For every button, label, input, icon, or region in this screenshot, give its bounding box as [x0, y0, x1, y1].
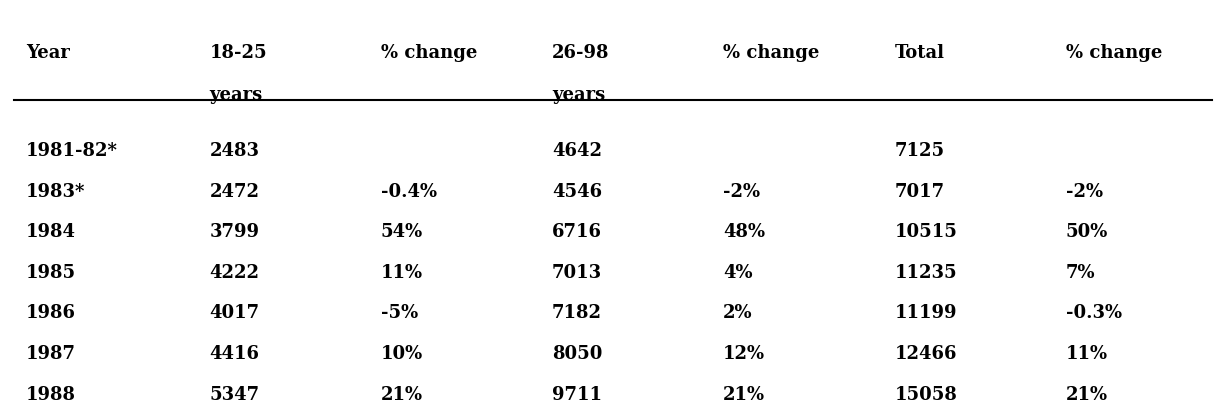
Text: % change: % change	[723, 44, 819, 62]
Text: 4222: 4222	[210, 264, 260, 282]
Text: Year: Year	[26, 44, 70, 62]
Text: years: years	[210, 86, 262, 104]
Text: 2%: 2%	[723, 304, 753, 322]
Text: 1985: 1985	[26, 264, 76, 282]
Text: 18-25: 18-25	[210, 44, 267, 62]
Text: 50%: 50%	[1065, 223, 1108, 241]
Text: 11%: 11%	[380, 264, 423, 282]
Text: -5%: -5%	[380, 304, 418, 322]
Text: 1986: 1986	[26, 304, 76, 322]
Text: 4%: 4%	[723, 264, 753, 282]
Text: 1988: 1988	[26, 385, 76, 401]
Text: -0.4%: -0.4%	[380, 183, 436, 201]
Text: 48%: 48%	[723, 223, 765, 241]
Text: 54%: 54%	[380, 223, 423, 241]
Text: 4546: 4546	[552, 183, 602, 201]
Text: 4416: 4416	[210, 345, 260, 363]
Text: 4017: 4017	[210, 304, 260, 322]
Text: 6716: 6716	[552, 223, 602, 241]
Text: % change: % change	[380, 44, 477, 62]
Text: Total: Total	[894, 44, 944, 62]
Text: 4642: 4642	[552, 142, 602, 160]
Text: 21%: 21%	[380, 385, 423, 401]
Text: 10515: 10515	[894, 223, 958, 241]
Text: 1983*: 1983*	[26, 183, 86, 201]
Text: 7182: 7182	[552, 304, 602, 322]
Text: 15058: 15058	[894, 385, 958, 401]
Text: 1984: 1984	[26, 223, 76, 241]
Text: 2483: 2483	[210, 142, 260, 160]
Text: years: years	[552, 86, 606, 104]
Text: 10%: 10%	[380, 345, 423, 363]
Text: 12%: 12%	[723, 345, 765, 363]
Text: 26-98: 26-98	[552, 44, 609, 62]
Text: 3799: 3799	[210, 223, 260, 241]
Text: 11199: 11199	[894, 304, 956, 322]
Text: -2%: -2%	[723, 183, 760, 201]
Text: 21%: 21%	[1065, 385, 1108, 401]
Text: -0.3%: -0.3%	[1065, 304, 1122, 322]
Text: % change: % change	[1065, 44, 1162, 62]
Text: -2%: -2%	[1065, 183, 1102, 201]
Text: 8050: 8050	[552, 345, 602, 363]
Text: 11235: 11235	[894, 264, 958, 282]
Text: 2472: 2472	[210, 183, 260, 201]
Text: 9711: 9711	[552, 385, 602, 401]
Text: 21%: 21%	[723, 385, 765, 401]
Text: 7125: 7125	[894, 142, 944, 160]
Text: 7017: 7017	[894, 183, 944, 201]
Text: 1987: 1987	[26, 345, 76, 363]
Text: 1981-82*: 1981-82*	[26, 142, 118, 160]
Text: 7%: 7%	[1065, 264, 1095, 282]
Text: 11%: 11%	[1065, 345, 1108, 363]
Text: 12466: 12466	[894, 345, 956, 363]
Text: 5347: 5347	[210, 385, 260, 401]
Text: 7013: 7013	[552, 264, 602, 282]
